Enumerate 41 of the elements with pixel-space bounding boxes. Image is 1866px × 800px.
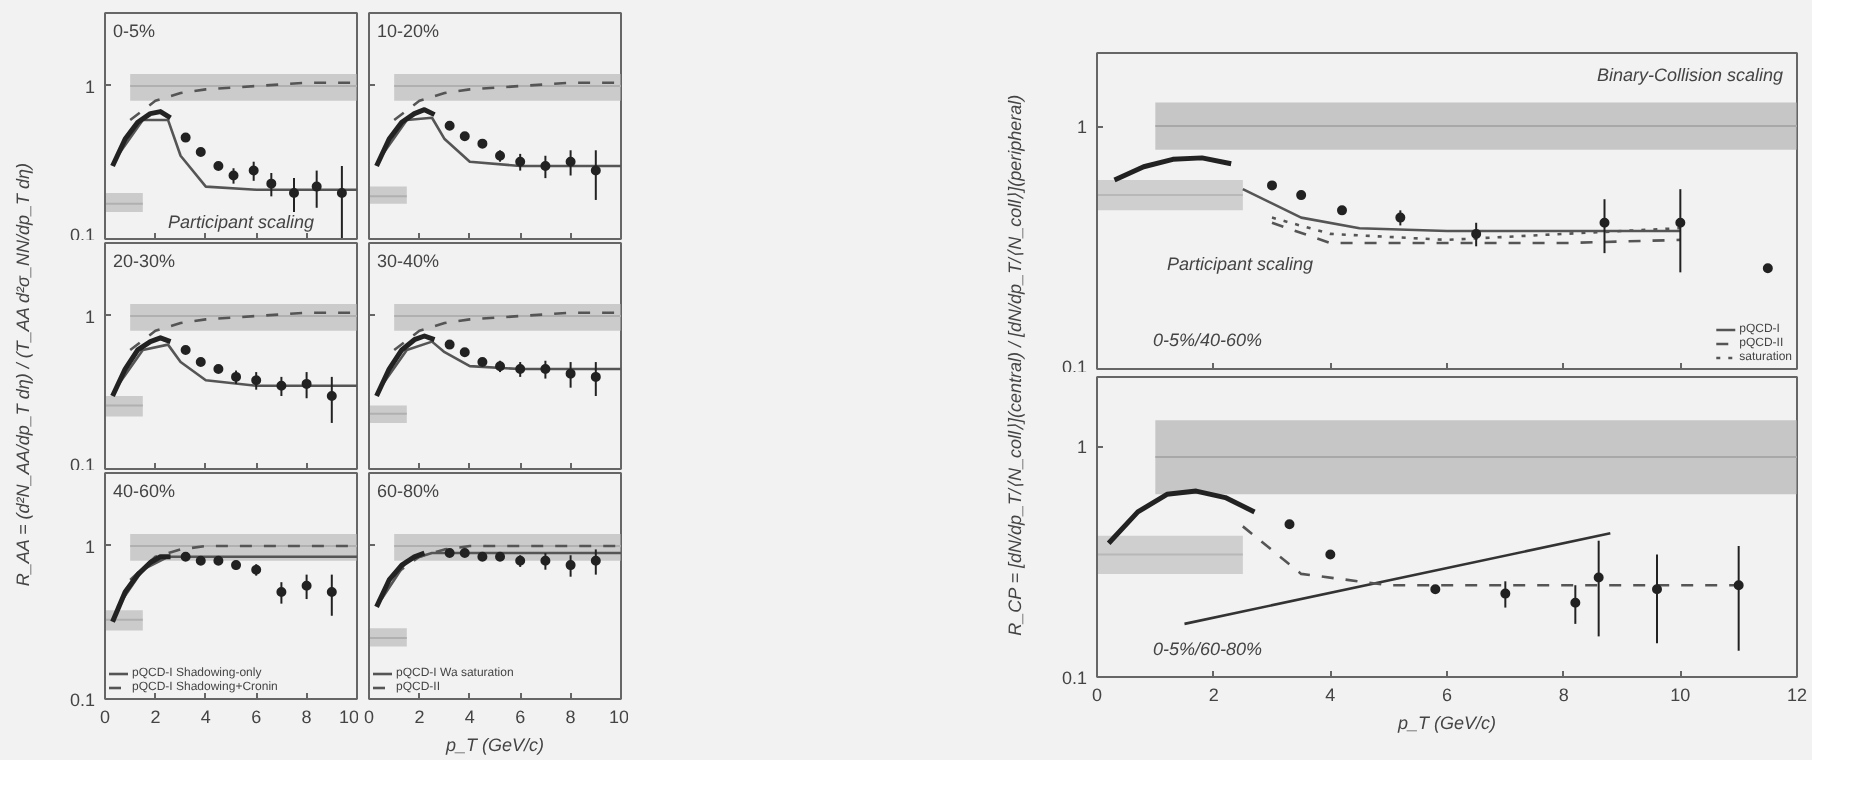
x-tick-label: 0 <box>99 707 111 727</box>
chart-title: 0-5% <box>113 21 156 41</box>
x-axis-title: p_T (GeV/c) <box>443 735 545 755</box>
y-axis-title: R_CP = [dN/dp_T/⟨N_coll⟩](central) / [dN/dp_T/⟨N_coll⟩](peripheral) <box>1005 94 1025 636</box>
x-tick-label: 10 <box>1670 685 1691 705</box>
text: 40-60% <box>113 481 176 501</box>
annotation: Participant scaling <box>1167 254 1314 275</box>
x-tick-label: 6 <box>515 707 526 727</box>
x-tick-label: 8 <box>301 707 312 727</box>
x-tick-label: 2 <box>150 707 161 727</box>
y-tick-label: 1 <box>84 77 96 97</box>
x-tick-label: 2 <box>414 707 425 727</box>
x-tick-label: 6 <box>251 707 262 727</box>
annotation: Participant scaling <box>168 212 315 233</box>
text: 60-80% <box>377 481 440 501</box>
x-tick-label: 2 <box>1208 685 1219 705</box>
x-tick-label: 4 <box>200 707 211 727</box>
chart-title: 20-30% <box>113 251 176 271</box>
y-axis-title: R_AA = (d²N_AA/dp_T dη) / (T_AA d²σ_NN/dp_T dη) <box>13 163 33 587</box>
y-tick-label: 0.1 <box>1061 668 1088 688</box>
x-tick-label: 4 <box>1325 685 1336 705</box>
x-tick-label: 0 <box>1091 685 1103 705</box>
y-tick-label: 1 <box>84 307 96 327</box>
x-tick-label: 12 <box>1786 685 1808 705</box>
chart-title: 30-40% <box>377 251 440 271</box>
x-tick-label: 8 <box>1558 685 1569 705</box>
x-tick-label: 8 <box>565 707 576 727</box>
x-tick-label: 4 <box>464 707 475 727</box>
y-tick-label: 1 <box>1076 117 1088 138</box>
x-tick-label: 10 <box>338 707 360 727</box>
x-tick-label: 6 <box>1441 685 1453 705</box>
annotation: 0-5%/60-80% <box>1153 639 1263 659</box>
annotation: 0-5%/40-60% <box>1153 330 1263 351</box>
x-tick-label: 0 <box>363 707 375 727</box>
chart-title: 10-20% <box>377 21 440 41</box>
y-tick-label: 0.1 <box>69 690 96 710</box>
x-axis-title: p_T (GeV/c) <box>1395 713 1497 733</box>
x-tick-label: 10 <box>608 707 630 727</box>
y-tick-label: 1 <box>1076 437 1088 458</box>
annotation: Binary-Collision scaling <box>1596 64 1784 85</box>
y-tick-label: 1 <box>84 537 96 557</box>
